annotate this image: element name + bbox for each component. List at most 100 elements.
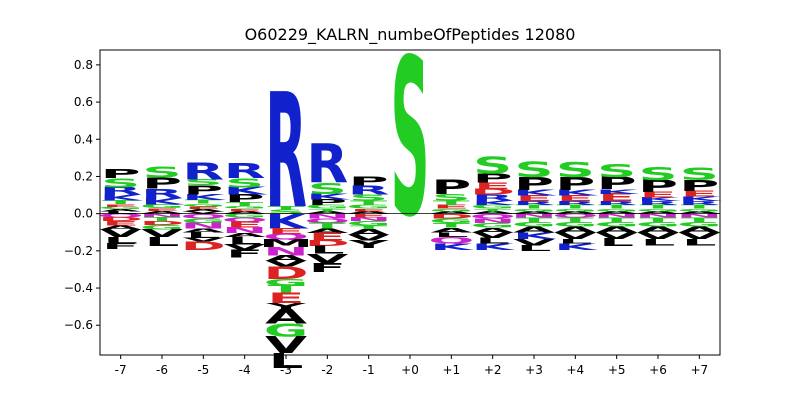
logo-letter-D: D <box>305 239 350 248</box>
logo-letter-K: K <box>678 195 723 202</box>
logo-letter-A: A <box>348 211 390 215</box>
logo-letter-S: S <box>308 180 347 198</box>
logo-letter-G: G <box>512 221 557 228</box>
logo-letter-V: V <box>182 211 224 215</box>
logo-letter-G: G <box>305 204 350 210</box>
logo-letter-R: R <box>513 200 555 206</box>
x-tick-label: +7 <box>690 363 708 377</box>
chart-title: O60229_KALRN_numbeOfPeptides 12080 <box>245 25 576 45</box>
x-tick-label: -6 <box>156 363 168 377</box>
logo-letter-D: D <box>98 216 143 222</box>
logo-letter-S: S <box>225 176 264 191</box>
logo-letter-K: K <box>513 189 558 198</box>
x-tick-label: +5 <box>608 363 626 377</box>
logo-letter-T: T <box>433 199 471 206</box>
logo-letter-T: T <box>350 199 388 206</box>
logo-letter-E: E <box>598 192 635 204</box>
logo-letter-R: R <box>554 200 596 206</box>
logo-letter-E: E <box>639 191 676 200</box>
logo-letter-E: E <box>143 207 180 211</box>
logo-letter-V: V <box>596 231 638 241</box>
logo-letter-G: G <box>594 208 639 212</box>
x-tick-label: +1 <box>442 363 460 377</box>
logo-letter-M: M <box>259 238 313 250</box>
logo-letter-V: V <box>513 237 555 247</box>
logo-letter-Y: Y <box>265 301 307 311</box>
logo-letter-P: P <box>514 173 554 194</box>
logo-letter-A: A <box>182 228 224 234</box>
logo-letter-L: L <box>599 237 634 249</box>
logo-letter-G: G <box>677 208 722 212</box>
logo-letter-R: R <box>224 159 266 183</box>
logo-letter-V: V <box>141 228 184 240</box>
logo-letter-N: N <box>263 245 308 258</box>
logo-letter-T: T <box>557 204 595 210</box>
logo-letter-N: N <box>635 213 680 219</box>
logo-letter-A: A <box>265 254 307 263</box>
logo-letter-G: G <box>222 213 267 219</box>
logo-letter-G: G <box>346 204 391 210</box>
logo-letter-T: T <box>309 208 347 212</box>
logo-letter-K: K <box>637 197 682 203</box>
logo-letter-E: E <box>102 220 139 227</box>
logo-letter-P: P <box>473 171 513 186</box>
logo-letter-A: A <box>182 209 224 213</box>
logo-letter-A: A <box>430 211 472 215</box>
logo-letter-A: A <box>224 211 266 215</box>
logo-letter-L: L <box>434 231 469 238</box>
logo-letter-K: K <box>554 242 599 252</box>
logo-letter-E: E <box>681 190 718 199</box>
logo-letter-T: T <box>639 204 677 210</box>
logo-letter-E: E <box>267 290 304 306</box>
logo-letter-A: A <box>306 227 348 234</box>
logo-letter-N: N <box>139 213 184 219</box>
logo-letter-E: E <box>102 203 139 207</box>
logo-letter-V: V <box>306 251 349 266</box>
x-tick-label: +3 <box>525 363 543 377</box>
logo-letter-P: P <box>101 166 141 181</box>
logo-letter-D: D <box>429 213 474 220</box>
logo-letter-L: L <box>145 235 180 250</box>
x-tick-label: +0 <box>401 363 419 377</box>
x-tick-label: +2 <box>484 363 502 377</box>
logo-letter-K: K <box>141 196 186 206</box>
logo-letter-G: G <box>636 221 681 228</box>
logo-letter-R: R <box>141 186 183 201</box>
logo-letter-V: V <box>224 243 266 252</box>
logo-letter-A: A <box>141 210 183 214</box>
logo-letter-V: V <box>678 231 720 241</box>
logo-letter-A: A <box>513 225 555 234</box>
logo-letter-Q: Q <box>180 213 226 220</box>
logo-letter-A: A <box>472 226 514 233</box>
logo-letter-D: D <box>470 188 515 197</box>
logo-letter-G: G <box>636 208 681 212</box>
logo-letter-N: N <box>346 216 391 222</box>
logo-letter-T: T <box>681 216 719 223</box>
logo-letter-N: N <box>677 213 722 219</box>
logo-letter-T: T <box>226 201 264 207</box>
logo-letter-P: P <box>142 175 182 193</box>
logo-letter-T: T <box>681 204 719 210</box>
logo-letter-V: V <box>100 228 143 240</box>
logo-letter-V: V <box>472 231 514 240</box>
logo-letter-R: R <box>306 133 348 196</box>
logo-letter-G: G <box>346 220 391 227</box>
plot-area: LAGETKRSPQDEAVLFAEGKRPSNTDGVLVAEGTKPSRQG… <box>64 13 723 377</box>
x-tick-label: -3 <box>280 363 292 377</box>
logo-letter-P: P <box>555 173 595 194</box>
logo-letter-K: K <box>596 188 641 195</box>
logo-letter-S: S <box>473 152 512 179</box>
logo-letter-R: R <box>265 59 307 244</box>
logo-letter-A: A <box>430 226 472 233</box>
logo-letter-A: A <box>554 225 596 234</box>
logo-letter-T: T <box>433 222 471 229</box>
logo-letter-V: V <box>265 332 308 359</box>
logo-letter-E: E <box>309 231 346 243</box>
logo-letter-R: R <box>182 158 224 185</box>
logo-letter-G: G <box>470 222 515 229</box>
logo-letter-T: T <box>143 216 181 222</box>
logo-letter-G: G <box>264 320 309 341</box>
logo-letter-G: G <box>470 204 515 210</box>
logo-letter-A: A <box>678 211 720 215</box>
